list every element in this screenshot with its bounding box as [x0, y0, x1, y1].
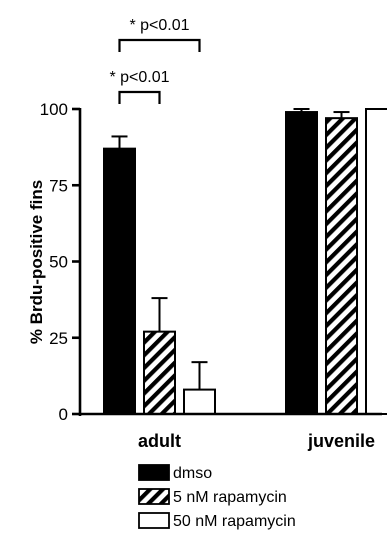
bar [143, 330, 176, 415]
legend-swatch [138, 512, 170, 529]
bar [325, 117, 358, 416]
y-tick-label: 100 [40, 100, 68, 119]
y-ticks: 0 25 50 75 100 [40, 100, 80, 424]
significance-label: * p<0.01 [109, 69, 169, 86]
legend: dmso 5 nM rapamycin 50 nM rapamycin [138, 464, 296, 530]
y-axis-label: % Brdu-positive fins [27, 180, 46, 344]
bars [103, 108, 387, 416]
category-label: adult [138, 431, 181, 451]
bar [285, 111, 318, 416]
legend-swatch [138, 464, 170, 481]
legend-swatch [138, 488, 170, 505]
y-tick-label: 0 [59, 405, 68, 424]
bar [103, 147, 136, 415]
category-labels: adult juvenile [138, 431, 375, 451]
bar [365, 108, 387, 415]
y-tick-label: 25 [49, 329, 68, 348]
significance-annotations: * p<0.01 * p<0.01 [109, 17, 201, 104]
legend-label: 5 nM rapamycin [173, 489, 287, 506]
bar [183, 388, 216, 416]
category-label: juvenile [307, 431, 375, 451]
legend-label: 50 nM rapamycin [173, 513, 296, 530]
significance-bracket [118, 90, 161, 104]
significance-label: * p<0.01 [129, 17, 189, 34]
significance-bracket [118, 38, 201, 52]
y-tick-label: 75 [49, 176, 68, 195]
legend-label: dmso [173, 465, 212, 482]
y-tick-label: 50 [49, 253, 68, 272]
